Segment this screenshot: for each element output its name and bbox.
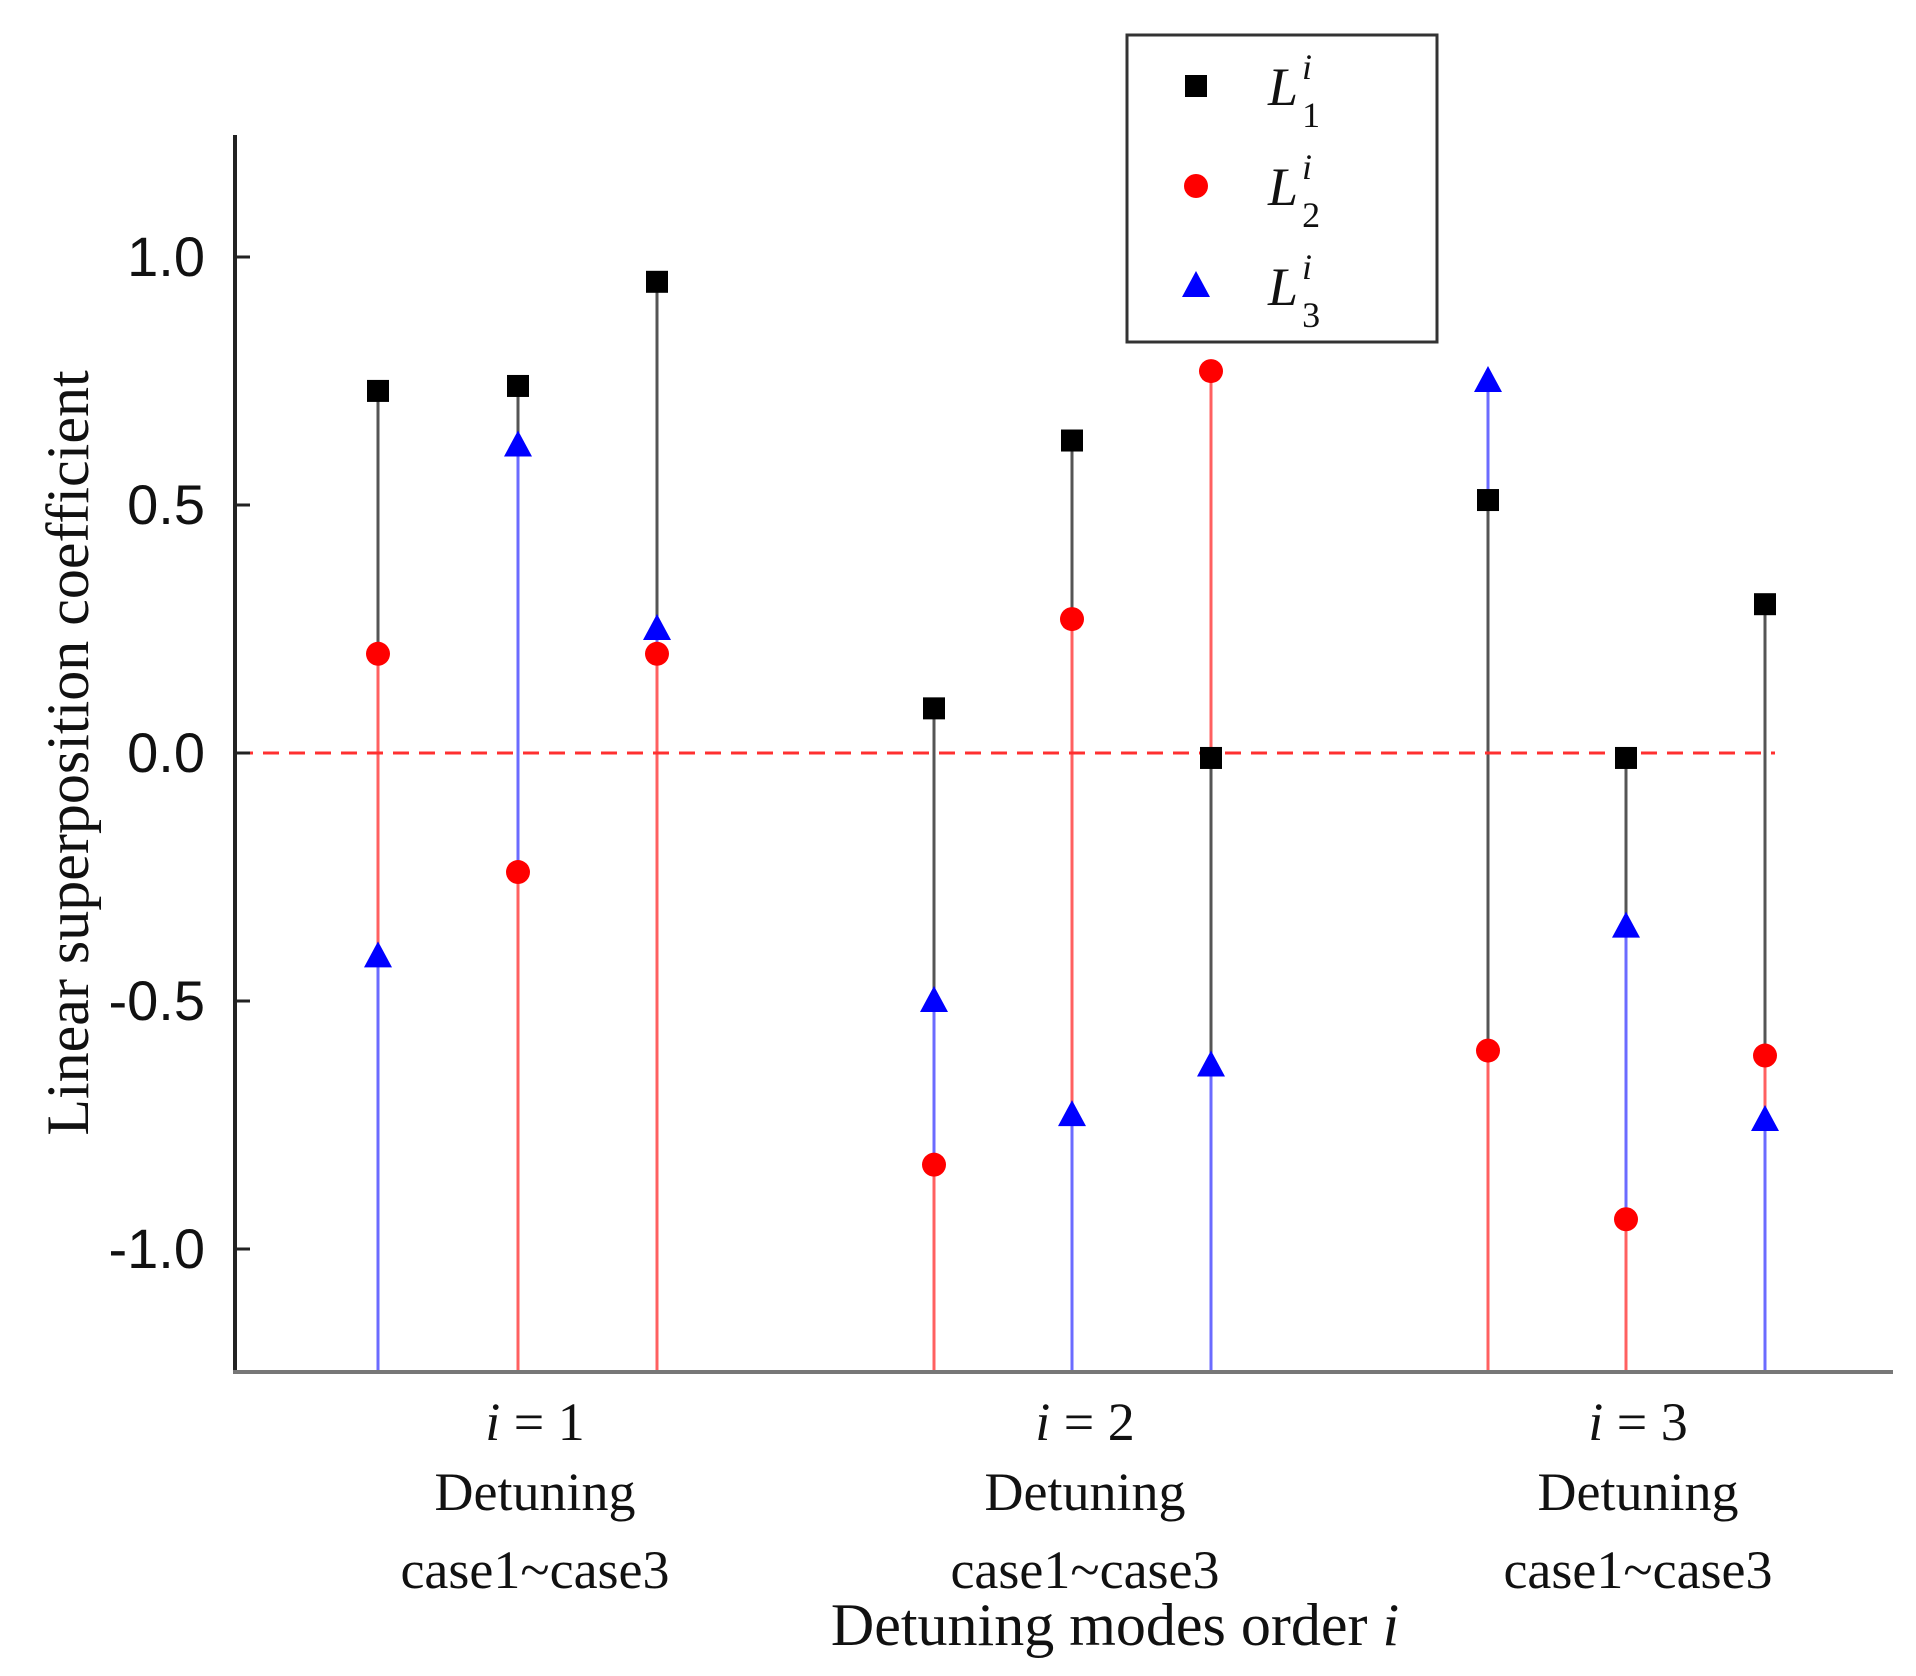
point-l2 xyxy=(1614,1207,1638,1232)
point-l1 xyxy=(1477,489,1499,512)
point-l3 xyxy=(643,614,671,640)
y-tick-label: -0.5 xyxy=(109,969,206,1032)
y-ticks: 1.0 0.5 0.0 -0.5 -1.0 xyxy=(109,225,250,1280)
point-l2 xyxy=(1199,359,1223,384)
point-l2 xyxy=(1060,607,1084,632)
point-l1 xyxy=(1061,429,1083,452)
group-label-detuning: Detuning xyxy=(1538,1462,1739,1522)
y-tick-label: 1.0 xyxy=(127,225,205,288)
point-l1 xyxy=(367,379,389,402)
point-l3 xyxy=(364,941,392,968)
point-l3 xyxy=(1751,1105,1779,1132)
point-l3 xyxy=(920,986,948,1012)
point-l2 xyxy=(1476,1038,1500,1063)
group-label-order: i = 2 xyxy=(1035,1392,1134,1452)
group-label-cases: case1~case3 xyxy=(400,1540,669,1600)
legend-marker-l3 xyxy=(1182,271,1210,297)
legend-marker-l2 xyxy=(1184,174,1208,198)
y-tick-label: -1.0 xyxy=(109,1217,206,1280)
point-l3 xyxy=(1197,1050,1225,1077)
group-label-detuning: Detuning xyxy=(985,1462,1186,1522)
point-l1 xyxy=(646,270,668,293)
group-label-order: i = 1 xyxy=(485,1392,584,1452)
point-l2 xyxy=(506,860,530,885)
stems-layer xyxy=(376,281,1767,1372)
group-label-cases: case1~case3 xyxy=(950,1540,1219,1600)
point-l1 xyxy=(923,697,945,720)
point-l2 xyxy=(366,641,390,666)
point-l1 xyxy=(1754,593,1776,616)
y-axis-title: Linear superposition coefficient xyxy=(35,370,101,1136)
point-l3 xyxy=(1612,911,1640,938)
y-tick-label: 0.0 xyxy=(127,721,205,784)
point-l1 xyxy=(1615,746,1637,769)
group-label-detuning: Detuning xyxy=(435,1462,636,1522)
markers-layer xyxy=(364,270,1779,1232)
group-label-cases: case1~case3 xyxy=(1503,1540,1772,1600)
point-l3 xyxy=(1058,1100,1086,1127)
legend-box xyxy=(1125,33,1439,344)
point-l2 xyxy=(1753,1043,1777,1068)
group-label-order: i = 3 xyxy=(1588,1392,1687,1452)
point-l1 xyxy=(507,374,529,397)
legend-marker-l1 xyxy=(1185,75,1207,97)
point-l2 xyxy=(645,641,669,666)
point-l3 xyxy=(504,430,532,457)
point-l1 xyxy=(1200,746,1222,769)
point-l3 xyxy=(1474,366,1502,392)
group-labels: i = 1 Detuning case1~case3 i = 2 Detuning cas… xyxy=(400,1392,1772,1600)
point-l2 xyxy=(922,1152,946,1177)
x-axis-title: Detuning modes order i xyxy=(831,1592,1399,1658)
y-tick-label: 0.5 xyxy=(127,473,205,536)
